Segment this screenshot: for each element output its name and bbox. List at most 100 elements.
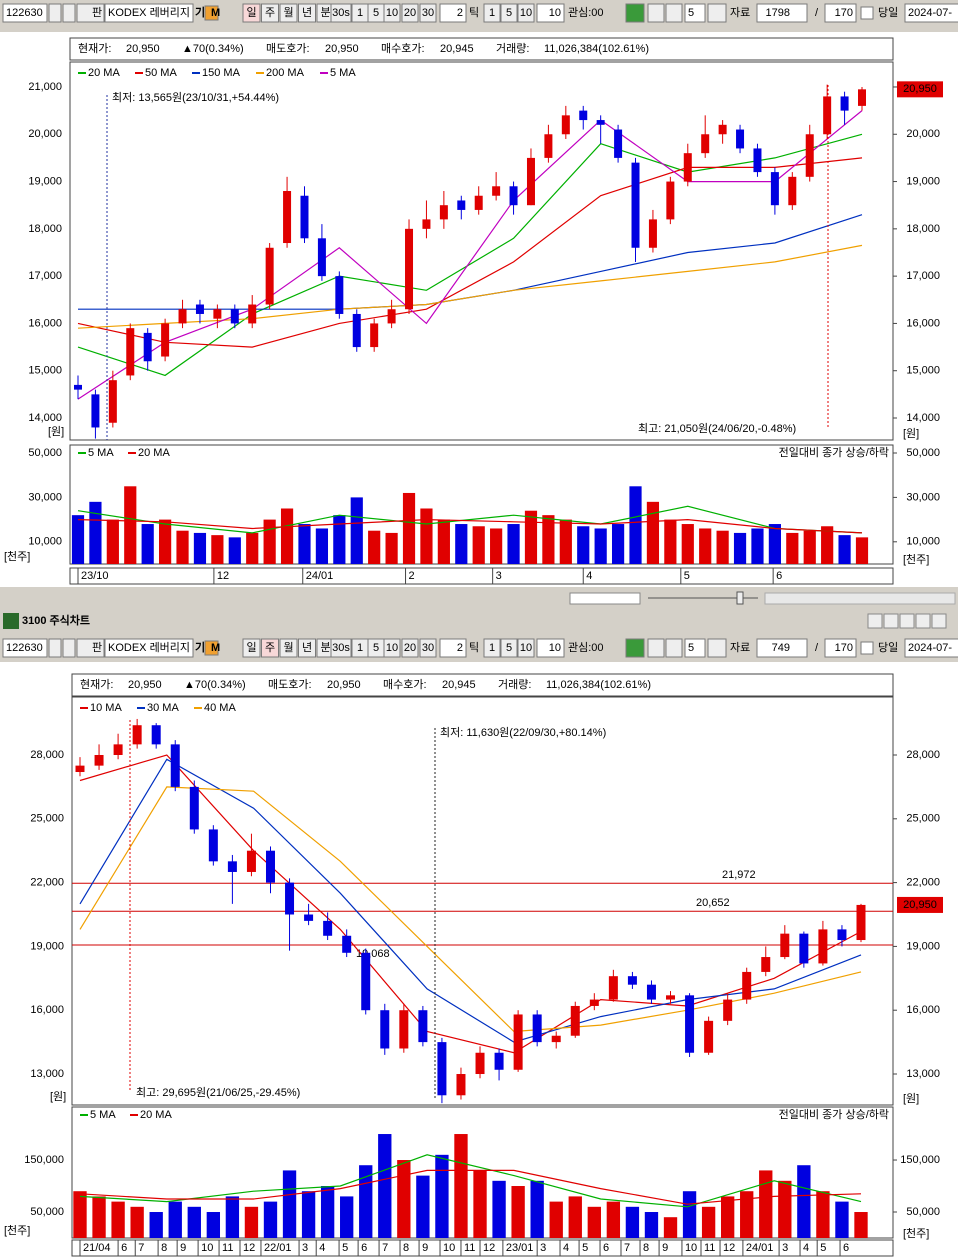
volume-bar bbox=[663, 1217, 678, 1238]
period-button[interactable] bbox=[242, 3, 261, 23]
window-button[interactable] bbox=[899, 613, 915, 629]
visible-input[interactable] bbox=[824, 3, 857, 23]
price-level-label: 21,972 bbox=[722, 869, 756, 881]
dropdown-button[interactable] bbox=[48, 638, 62, 658]
candle-body bbox=[837, 929, 847, 941]
prev-button[interactable] bbox=[647, 3, 665, 23]
tick-button-label: 10 bbox=[520, 642, 532, 654]
visible-input[interactable] bbox=[824, 638, 857, 658]
minute-button[interactable] bbox=[401, 638, 419, 658]
window-title: 3100 주식차트 bbox=[22, 613, 90, 627]
period-button[interactable] bbox=[261, 638, 279, 658]
x-tick-label: 8 bbox=[403, 1242, 409, 1254]
y-tick-label: 15,000 bbox=[28, 365, 62, 377]
minute-button[interactable] bbox=[419, 638, 437, 658]
settings-button[interactable] bbox=[707, 638, 727, 658]
candle-body bbox=[352, 313, 361, 348]
period-button[interactable] bbox=[298, 638, 316, 658]
candle-body bbox=[780, 933, 790, 958]
volume-bar bbox=[228, 537, 241, 564]
volume-bar bbox=[73, 1191, 87, 1238]
minute-label: 1 bbox=[357, 7, 363, 19]
tick-count-input[interactable] bbox=[439, 638, 467, 658]
legend-label: 20 MA bbox=[88, 67, 120, 79]
tick-input[interactable] bbox=[536, 638, 565, 658]
step-input[interactable] bbox=[684, 3, 706, 23]
search-button[interactable] bbox=[76, 3, 105, 23]
date-input[interactable] bbox=[904, 638, 958, 658]
tick-button[interactable] bbox=[500, 3, 518, 23]
zoom-thumb[interactable] bbox=[736, 591, 744, 605]
data-count-select[interactable] bbox=[756, 638, 808, 658]
next-button[interactable] bbox=[62, 638, 76, 658]
tick-button[interactable] bbox=[483, 3, 501, 23]
period-button[interactable] bbox=[279, 3, 298, 23]
x-tick-label: 2 bbox=[409, 570, 415, 582]
window-button[interactable] bbox=[867, 613, 883, 629]
next-button[interactable] bbox=[62, 3, 76, 23]
tick-button[interactable] bbox=[517, 3, 535, 23]
candle-body bbox=[631, 162, 640, 248]
minute-button[interactable] bbox=[401, 3, 419, 23]
candle-body bbox=[723, 999, 733, 1021]
code-input[interactable] bbox=[2, 638, 48, 658]
refresh-button[interactable] bbox=[625, 3, 645, 23]
step-input[interactable] bbox=[684, 638, 706, 658]
volume-unit-label-right: [천주] bbox=[903, 1226, 929, 1240]
price-tag-label: 20,950 bbox=[903, 899, 937, 911]
minute-button[interactable] bbox=[330, 638, 352, 658]
refresh-button[interactable] bbox=[625, 638, 645, 658]
today-checkbox[interactable] bbox=[860, 6, 874, 20]
search-label: 판 bbox=[92, 6, 102, 19]
tick-button[interactable] bbox=[483, 638, 501, 658]
volume-bar bbox=[350, 497, 363, 564]
tick-count-input[interactable] bbox=[439, 3, 467, 23]
candle-body bbox=[370, 323, 379, 348]
volume-bar bbox=[416, 1175, 430, 1238]
x-tick-label: 3 bbox=[782, 1242, 788, 1254]
price-level-label: 20,652 bbox=[696, 897, 730, 909]
today-checkbox[interactable] bbox=[860, 641, 874, 655]
volume-bar bbox=[786, 532, 799, 564]
next-button[interactable] bbox=[665, 3, 683, 23]
minute-label: 30 bbox=[422, 7, 434, 19]
period-button[interactable] bbox=[261, 3, 279, 23]
minute-label: 1 bbox=[357, 642, 363, 654]
volume-legend-label: 5 MA bbox=[88, 447, 114, 459]
tick-button[interactable] bbox=[517, 638, 535, 658]
step-value: 5 bbox=[688, 642, 694, 654]
candle-body bbox=[646, 984, 656, 1000]
search-button[interactable] bbox=[76, 638, 105, 658]
minute-button[interactable] bbox=[419, 3, 437, 23]
period-button[interactable] bbox=[242, 638, 261, 658]
settings-button[interactable] bbox=[707, 3, 727, 23]
minute-button[interactable] bbox=[383, 3, 401, 23]
code-input[interactable] bbox=[2, 3, 48, 23]
next-button[interactable] bbox=[665, 638, 683, 658]
scroll-track[interactable] bbox=[569, 592, 641, 605]
minute-button[interactable] bbox=[330, 3, 352, 23]
tick-button[interactable] bbox=[500, 638, 518, 658]
prev-button[interactable] bbox=[647, 638, 665, 658]
date-input[interactable] bbox=[904, 3, 958, 23]
tool-icons[interactable] bbox=[764, 592, 956, 605]
period-button[interactable] bbox=[279, 638, 298, 658]
candle-body bbox=[701, 134, 710, 154]
volume-legend-label: 20 MA bbox=[140, 1109, 172, 1121]
minute-button[interactable] bbox=[383, 638, 401, 658]
candle-body bbox=[317, 238, 326, 277]
tick-button-label: 1 bbox=[489, 642, 495, 654]
price-tag bbox=[897, 81, 943, 98]
x-tick-label: 12 bbox=[217, 570, 229, 582]
tick-input[interactable] bbox=[536, 3, 565, 23]
window-button[interactable] bbox=[883, 613, 899, 629]
period-button[interactable] bbox=[298, 3, 316, 23]
volume-bar bbox=[838, 535, 851, 564]
data-count-select[interactable] bbox=[756, 3, 808, 23]
dropdown-button[interactable] bbox=[48, 3, 62, 23]
window-button[interactable] bbox=[931, 613, 947, 629]
minute-label: 10 bbox=[386, 7, 398, 19]
period-label: 주 bbox=[265, 7, 275, 19]
tick-button-label: 5 bbox=[506, 7, 512, 19]
window-button[interactable] bbox=[915, 613, 931, 629]
